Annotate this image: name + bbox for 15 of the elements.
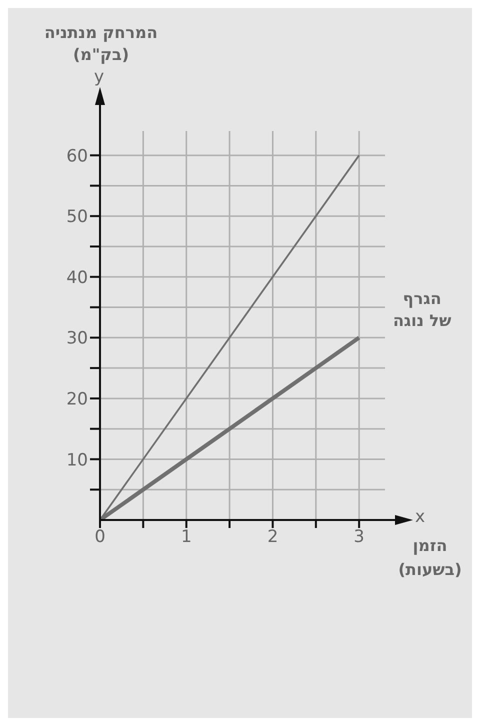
x-tick-label: 2: [267, 527, 278, 548]
x-tick-label: 3: [354, 527, 365, 548]
y-tick-label: 20: [66, 389, 88, 410]
x-tick-label: 0: [94, 527, 106, 548]
y-tick-label: 60: [66, 146, 88, 166]
x-axis-title: הזמן (בשעות): [397, 535, 463, 581]
y-tick-label: 50: [66, 207, 88, 228]
y-tick-label: 10: [66, 450, 88, 470]
text: y: [94, 67, 104, 87]
y-axis-title: המרחק מנתניה (בק"מ): [43, 22, 159, 66]
y-tick-label: 30: [66, 328, 88, 349]
text: x: [415, 507, 426, 527]
x-tick-label: 1: [180, 527, 192, 548]
text: הגרף של נוגה: [392, 288, 452, 332]
y-tick-label: 40: [66, 268, 88, 288]
